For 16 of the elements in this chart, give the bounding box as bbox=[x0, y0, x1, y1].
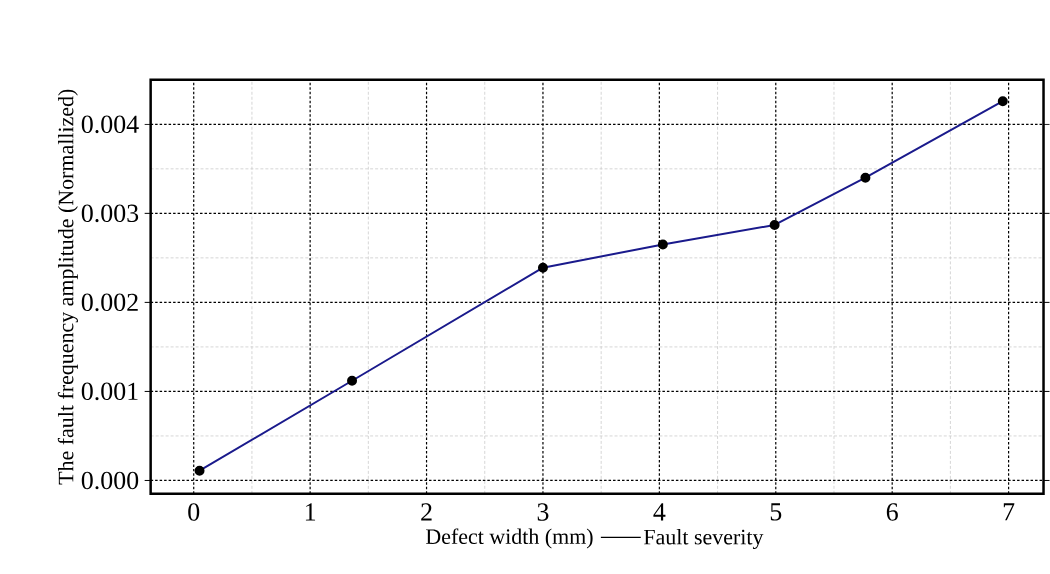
y-tick-label: 0.003 bbox=[81, 204, 139, 223]
y-tick-label: 0.004 bbox=[81, 115, 139, 134]
x-tick-label: 2 bbox=[421, 503, 432, 521]
x-tick-label: 0 bbox=[188, 503, 200, 521]
x-tick-label: 1 bbox=[305, 503, 316, 521]
y-axis-title: The fault frequency amplitude (Normallized) bbox=[57, 89, 78, 485]
y-tick-label: 0.002 bbox=[81, 293, 138, 312]
x-tick-label: 3 bbox=[537, 503, 549, 521]
x-axis-title: Defect width (mm) bbox=[426, 528, 593, 549]
x-tick-label: 7 bbox=[1003, 503, 1015, 521]
y-tick-label: 0.000 bbox=[81, 471, 139, 490]
y-tick-label: 0.001 bbox=[81, 382, 138, 401]
x-tick-label: 5 bbox=[770, 503, 782, 521]
x-tick-label: 6 bbox=[886, 503, 898, 521]
x-tick-label: 4 bbox=[653, 503, 666, 521]
legend-label: Fault severity bbox=[643, 529, 764, 550]
